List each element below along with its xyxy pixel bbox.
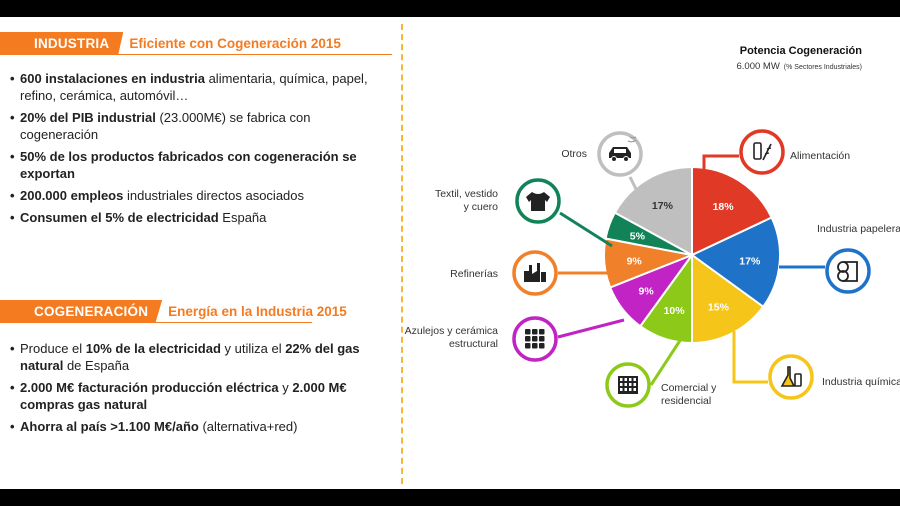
category-label-industria-papelera: Industria papelera [817, 223, 900, 235]
slice-value-industria-papelera: 17% [739, 256, 761, 268]
connector-azulejos-y-ceramica-estructural [557, 318, 625, 339]
slice-value-industria-quimica: 15% [708, 302, 730, 314]
cogeneracion-tag: COGENERACIÓN [0, 300, 163, 322]
slice-otros [613, 165, 693, 257]
category-label-industria-quimica: Industria química [822, 376, 900, 388]
top-black-bar [0, 0, 900, 17]
industria-header: INDUSTRIA Eficiente con Cogeneración 201… [0, 32, 392, 55]
chart-subtitle-note: (% Sectores Industriales) [784, 64, 862, 71]
category-label-textil-vestido-y-cuero: Textil, vestido y cuero [435, 188, 498, 213]
list-item: Consumen el 5% de electricidad España [10, 209, 390, 226]
chart-subtitle: 6.000 MW (% Sectores Industriales) [737, 61, 863, 72]
pie-chart: 18% 17% 15% 10% 9% 9% 5% 17% Alimentación Indust… [405, 45, 900, 408]
list-item: 50% de los productos fabricados con coge… [10, 148, 390, 182]
list-item: 600 instalaciones en industria alimentar… [10, 70, 390, 104]
cogeneracion-header: COGENERACIÓN Energía en la Industria 201… [0, 300, 347, 323]
connector-textil-vestido-y-cuero [559, 211, 613, 248]
tiles-icon [512, 316, 558, 362]
connector-otros [628, 176, 640, 194]
connector-alimentacion [702, 154, 739, 177]
slice-industria-quimica [691, 253, 765, 345]
list-item: 2.000 M€ facturación producción eléctric… [10, 379, 380, 413]
industria-bullets: 600 instalaciones en industria alimentar… [10, 70, 390, 231]
slice-value-alimentacion: 18% [713, 201, 735, 213]
cogeneracion-bullets: Produce el 10% de la electricidad y util… [10, 340, 380, 440]
industria-rule [0, 54, 392, 55]
building-icon [605, 362, 651, 408]
category-label-comercial-y-residencial: Comercial y residencial [661, 382, 717, 407]
list-item: 20% del PIB industrial (23.000M€) se fab… [10, 109, 390, 143]
food-icon [739, 129, 785, 175]
chart-subtitle-value: 6.000 MW [737, 61, 780, 72]
list-item: Ahorra al país >1.100 M€/año (alternativ… [10, 418, 380, 435]
industria-tag: INDUSTRIA [0, 32, 124, 54]
refinery-icon [512, 250, 558, 296]
list-item: 200.000 empleos industriales directos as… [10, 187, 390, 204]
cogeneracion-rule [0, 322, 312, 323]
car-icon [597, 131, 643, 177]
slice-value-otros: 17% [652, 200, 674, 212]
category-label-azulejos-y-ceramica-estructural: Azulejos y cerámica estructural [405, 325, 499, 350]
connector-comercial-y-residencial [649, 338, 683, 386]
chart-title: Potencia Cogeneración [740, 45, 863, 57]
category-label-otros: Otros [561, 148, 587, 160]
cogeneracion-subtitle: Energía en la Industria 2015 [168, 303, 347, 319]
slice-value-comercial-y-residencial: 10% [664, 305, 686, 317]
slice-value-refinerias: 9% [627, 256, 643, 268]
slice-value-textil-vestido-y-cuero: 5% [630, 230, 646, 242]
slice-value-azulejos-y-ceramica-estructural: 9% [639, 286, 655, 298]
paper-roll-icon [825, 248, 871, 294]
slice-alimentacion [691, 165, 773, 257]
bottom-black-bar [0, 489, 900, 506]
list-item: Produce el 10% de la electricidad y util… [10, 340, 380, 374]
divider-line [401, 24, 403, 484]
flask-icon [768, 354, 814, 400]
connector-industria-quimica [732, 331, 768, 384]
industria-subtitle: Eficiente con Cogeneración 2015 [129, 35, 341, 51]
slice-industria-papelera [690, 216, 781, 309]
category-label-alimentacion: Alimentación [790, 150, 850, 162]
tshirt-icon [515, 178, 561, 224]
category-label-refinerias: Refinerías [450, 268, 498, 280]
